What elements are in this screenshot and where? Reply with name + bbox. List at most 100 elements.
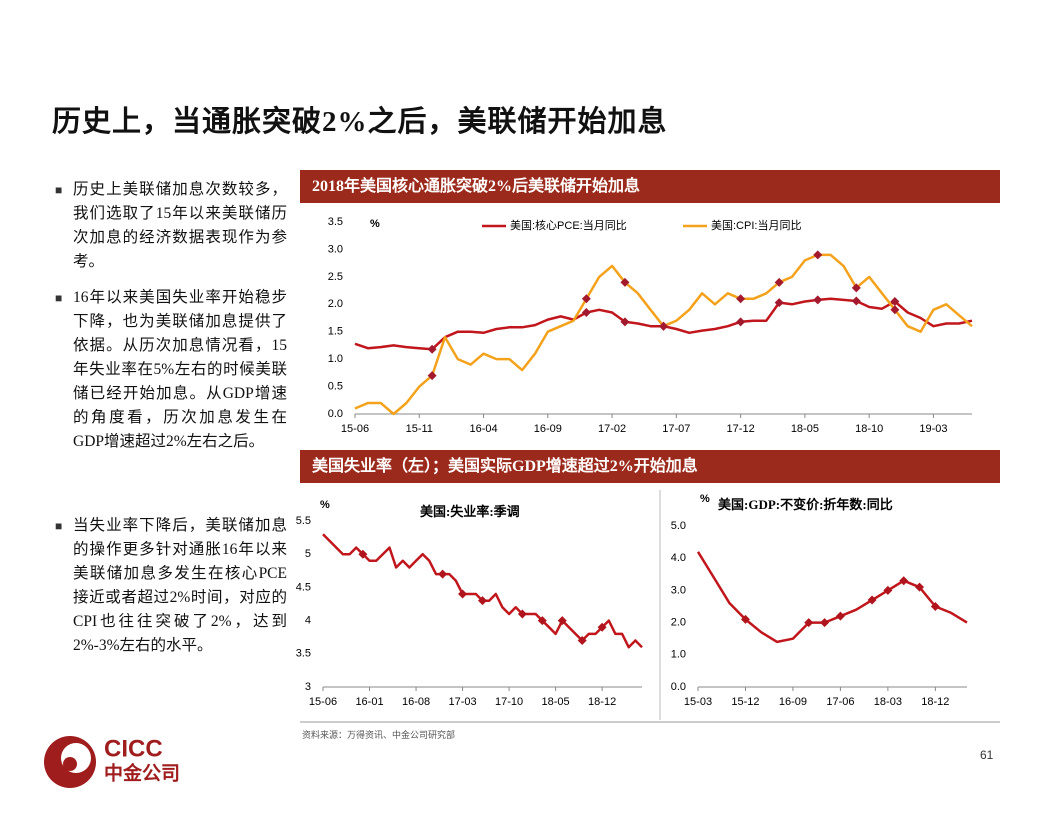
y-tick-label: 4 bbox=[305, 615, 311, 627]
source: 资料来源：万得资讯、中金公司研究部 bbox=[302, 730, 456, 740]
y-unit: % bbox=[320, 499, 330, 511]
marker bbox=[899, 576, 909, 586]
y-tick-label: 3.5 bbox=[328, 216, 343, 228]
marker bbox=[427, 344, 437, 354]
x-tick-label: 17-02 bbox=[598, 423, 626, 435]
x-tick-label: 15-12 bbox=[731, 696, 759, 708]
y-tick-label: 3.5 bbox=[296, 648, 311, 660]
series-line bbox=[322, 533, 643, 649]
marker bbox=[813, 250, 823, 260]
x-tick-label: 15-06 bbox=[309, 696, 337, 708]
x-tick-label: 18-10 bbox=[855, 423, 883, 435]
page-number: 61 bbox=[980, 748, 994, 762]
x-tick-label: 17-10 bbox=[495, 696, 523, 708]
y-tick-label: 3.0 bbox=[328, 243, 343, 255]
y-tick-label: 5 bbox=[305, 548, 311, 560]
y-tick-label: 2.0 bbox=[671, 617, 686, 629]
x-tick-label: 16-09 bbox=[534, 423, 562, 435]
logo-zh: 中金公司 bbox=[104, 762, 180, 785]
y-tick-label: 5.5 bbox=[296, 515, 311, 527]
marker bbox=[427, 371, 437, 381]
marker bbox=[620, 277, 630, 287]
marker bbox=[835, 611, 845, 621]
marker bbox=[517, 609, 527, 619]
x-tick-label: 19-03 bbox=[919, 423, 947, 435]
x-tick-label: 18-05 bbox=[791, 423, 819, 435]
x-tick-label: 16-01 bbox=[355, 696, 383, 708]
x-tick-label: 16-09 bbox=[779, 696, 807, 708]
marker bbox=[774, 298, 784, 308]
marker bbox=[577, 636, 587, 646]
chart-header: 美国失业率（左）；美国实际GDP增速超过2%开始加息 bbox=[300, 450, 1000, 483]
marker bbox=[890, 305, 900, 315]
marker bbox=[736, 317, 746, 327]
x-tick-label: 17-12 bbox=[727, 423, 755, 435]
x-tick-label: 18-03 bbox=[874, 696, 902, 708]
y-tick-label: 1.0 bbox=[328, 353, 343, 365]
marker bbox=[804, 618, 814, 628]
y-tick-label: 2.5 bbox=[328, 271, 343, 283]
x-tick-label: 16-08 bbox=[402, 696, 430, 708]
marker bbox=[458, 589, 468, 599]
y-tick-label: 0.5 bbox=[328, 380, 343, 392]
x-tick-label: 17-03 bbox=[448, 696, 476, 708]
y-tick-label: 0.0 bbox=[671, 681, 686, 693]
chart-header: 2018年美国核心通胀突破2%后美联储开始加息 bbox=[300, 170, 1000, 203]
marker bbox=[890, 297, 900, 307]
series-line bbox=[696, 551, 968, 644]
marker bbox=[851, 283, 861, 293]
series-line bbox=[354, 253, 973, 416]
logo-mark bbox=[63, 757, 77, 771]
marker bbox=[358, 549, 368, 559]
marker bbox=[597, 622, 607, 632]
x-tick-label: 18-05 bbox=[542, 696, 570, 708]
bullet: 当失业率下降后，美联储加息的操作更多针对通胀16年以来美联储加息多发生在核心PC… bbox=[55, 514, 287, 658]
logo: CICC 中金公司 bbox=[44, 735, 180, 788]
y-unit: % bbox=[700, 493, 710, 505]
marker bbox=[740, 614, 750, 624]
x-tick-label: 17-07 bbox=[662, 423, 690, 435]
slide-title: 历史上，当通胀突破2%之后，美联储开始加息 bbox=[52, 106, 668, 138]
marker bbox=[537, 616, 547, 626]
x-tick-label: 16-04 bbox=[469, 423, 497, 435]
marker bbox=[813, 295, 823, 305]
y-tick-label: 0.0 bbox=[328, 408, 343, 420]
x-tick-label: 17-06 bbox=[826, 696, 854, 708]
y-tick-label: 3.0 bbox=[671, 584, 686, 596]
legend-label: 美国:核心PCE:当月同比 bbox=[510, 218, 627, 232]
marker bbox=[620, 317, 630, 327]
x-tick-label: 18-12 bbox=[588, 696, 616, 708]
marker bbox=[930, 602, 940, 611]
x-tick-label: 15-06 bbox=[341, 423, 369, 435]
y-tick-label: 1.0 bbox=[671, 649, 686, 661]
marker bbox=[851, 296, 861, 306]
x-tick-label: 18-12 bbox=[921, 696, 949, 708]
y-tick-label: 4.5 bbox=[296, 581, 311, 593]
marker bbox=[820, 618, 830, 628]
logo-en: CICC bbox=[104, 735, 163, 762]
chart-title: 美国:失业率:季调 bbox=[420, 504, 520, 519]
marker bbox=[883, 585, 893, 595]
marker bbox=[581, 294, 591, 304]
marker bbox=[478, 596, 487, 606]
marker bbox=[774, 277, 784, 287]
marker bbox=[438, 569, 448, 579]
marker bbox=[557, 616, 567, 626]
y-unit: % bbox=[370, 218, 380, 230]
x-tick-label: 15-11 bbox=[406, 423, 433, 435]
marker bbox=[915, 582, 925, 592]
marker bbox=[736, 294, 746, 304]
chart-title: 美国:GDP:不变价:折年数:同比 bbox=[718, 497, 893, 512]
y-tick-label: 1.5 bbox=[328, 326, 343, 338]
y-tick-label: 3 bbox=[305, 681, 311, 693]
y-tick-label: 4.0 bbox=[671, 552, 686, 564]
marker bbox=[659, 321, 668, 331]
legend-label: 美国:CPI:当月同比 bbox=[711, 218, 801, 232]
y-tick-label: 5.0 bbox=[671, 520, 686, 532]
bullet: 历史上美联储加息次数较多，我们选取了15年以来美联储历次加息的经济数据表现作为参… bbox=[55, 178, 287, 274]
x-tick-label: 15-03 bbox=[684, 696, 712, 708]
marker bbox=[867, 595, 877, 605]
y-tick-label: 2.0 bbox=[328, 298, 343, 310]
